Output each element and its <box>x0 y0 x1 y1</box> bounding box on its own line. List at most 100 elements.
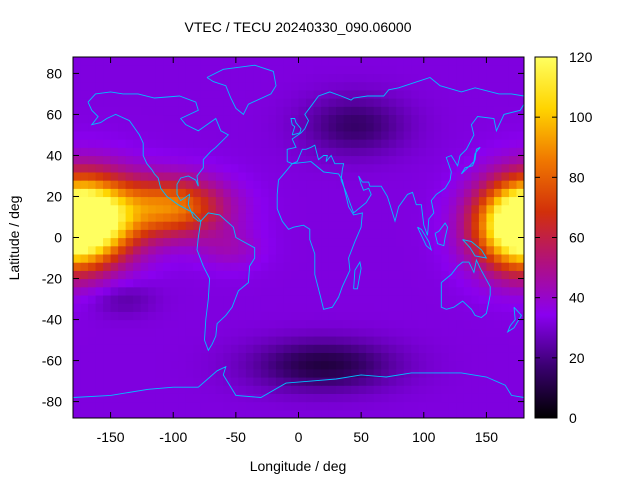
heat-cell <box>73 57 82 66</box>
heat-cell <box>223 229 232 239</box>
heat-cell <box>501 311 510 321</box>
heat-cell <box>336 262 345 271</box>
heat-cell <box>508 278 518 288</box>
heat-cell <box>343 262 352 271</box>
heat-cell <box>283 180 292 189</box>
heat-cell <box>245 130 254 140</box>
heat-cell <box>486 73 495 83</box>
heat-cell <box>80 89 89 99</box>
heat-cell <box>95 98 104 107</box>
heat-cell <box>110 171 119 181</box>
heat-cell <box>328 73 337 83</box>
heat-cell <box>351 122 360 132</box>
heat-cell <box>381 57 390 66</box>
heat-cell <box>418 294 427 304</box>
heat-cell <box>426 344 435 353</box>
heat-cell <box>298 57 307 66</box>
heat-cell <box>501 163 510 173</box>
heat-cell <box>373 360 382 370</box>
heat-cell <box>80 155 89 165</box>
heat-cell <box>493 229 503 239</box>
heat-cell <box>501 139 510 148</box>
heat-cell <box>328 335 337 345</box>
heat-cell <box>260 270 270 280</box>
heat-cell <box>351 229 360 239</box>
heat-cell <box>396 385 405 394</box>
heat-cell <box>441 385 450 394</box>
heat-cell <box>148 196 157 206</box>
heat-cell <box>493 180 503 189</box>
heat-cell <box>388 122 397 132</box>
heat-cell <box>103 385 112 394</box>
heat-cell <box>230 204 239 214</box>
heat-cell <box>110 352 119 362</box>
heat-cell <box>133 122 142 132</box>
heat-cell <box>516 212 524 222</box>
heat-cell <box>388 327 397 337</box>
heat-cell <box>290 106 300 116</box>
heat-cell <box>396 352 405 362</box>
heat-cell <box>418 327 427 337</box>
heat-cell <box>290 188 300 198</box>
heat-cell <box>433 196 442 206</box>
heat-cell <box>358 237 367 247</box>
heat-cell <box>208 335 217 345</box>
heat-cell <box>358 221 367 230</box>
heat-cell <box>388 368 397 378</box>
heat-cell <box>200 401 209 411</box>
heat-cell <box>155 106 164 116</box>
heat-cell <box>343 360 352 370</box>
heat-cell <box>411 139 420 148</box>
heat-cell <box>433 98 442 107</box>
heat-cell <box>118 270 127 280</box>
heat-cell <box>306 73 315 83</box>
heat-cell <box>351 376 360 386</box>
heat-cell <box>118 401 127 411</box>
heat-cell <box>343 163 352 173</box>
heat-cell <box>110 98 119 107</box>
heat-cell <box>193 98 202 107</box>
heat-cell <box>463 286 472 296</box>
heat-cell <box>403 401 412 411</box>
heat-cell <box>88 319 97 329</box>
heat-cell <box>486 81 495 91</box>
heat-cell <box>463 294 472 304</box>
heat-cell <box>268 335 277 345</box>
heat-cell <box>366 262 375 271</box>
heat-cell <box>260 319 270 329</box>
heat-cell <box>215 89 224 99</box>
heat-cell <box>253 81 262 91</box>
heat-cell <box>463 311 472 321</box>
heat-cell <box>80 204 89 214</box>
heat-cell <box>155 344 164 353</box>
heat-cell <box>501 385 510 394</box>
heat-cell <box>411 65 420 74</box>
heat-cell <box>313 344 322 353</box>
heat-cell <box>418 221 427 230</box>
heat-cell <box>478 245 488 255</box>
heat-cell <box>343 385 352 394</box>
heat-cell <box>208 57 217 66</box>
heat-cell <box>373 139 382 148</box>
heat-cell <box>433 81 442 91</box>
heat-cell <box>260 196 270 206</box>
heat-cell <box>336 360 345 370</box>
heat-cell <box>366 303 375 312</box>
heat-cell <box>516 188 524 198</box>
heat-cell <box>441 155 450 165</box>
heat-cell <box>275 81 285 91</box>
heat-cell <box>238 311 247 321</box>
heat-cell <box>373 65 382 74</box>
heat-cell <box>321 188 330 198</box>
heat-cell <box>118 376 127 386</box>
heat-cell <box>486 245 495 255</box>
heat-cell <box>478 65 488 74</box>
heat-cell <box>433 344 442 353</box>
heat-cell <box>155 229 164 239</box>
heat-cell <box>396 139 405 148</box>
heat-cell <box>388 147 397 157</box>
heat-cell <box>418 180 427 189</box>
heat-cell <box>215 196 224 206</box>
x-tick-label: 50 <box>353 429 369 445</box>
heat-cell <box>95 401 104 411</box>
